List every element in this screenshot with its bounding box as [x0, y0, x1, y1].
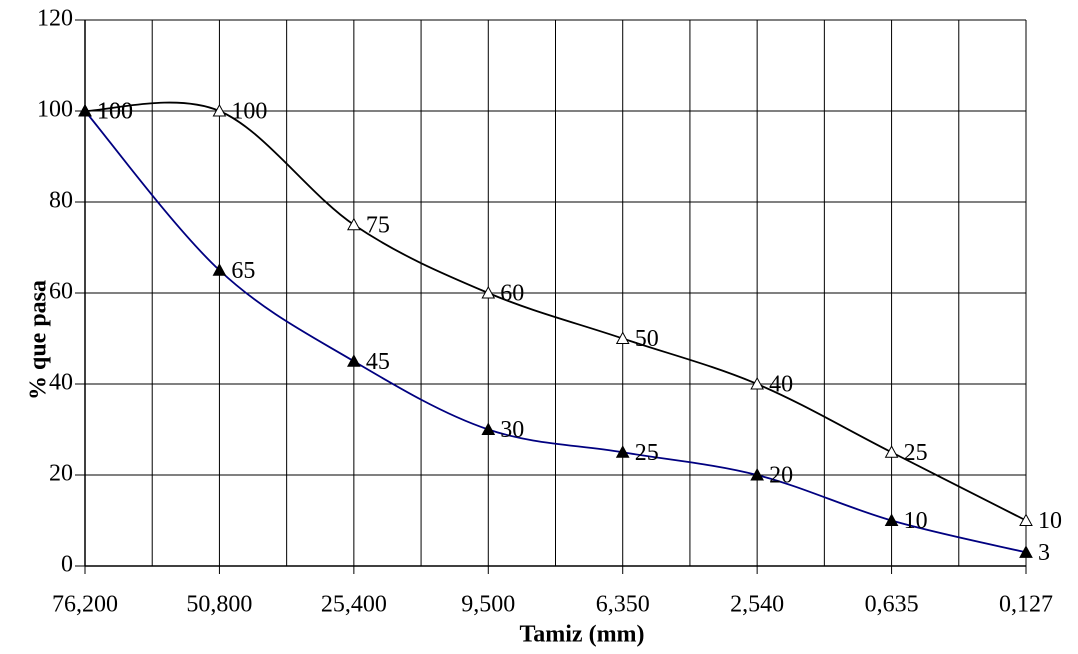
data-label: 65 [231, 258, 255, 284]
x-tick-label: 25,400 [321, 592, 387, 618]
x-axis-title: Tamiz (mm) [519, 622, 644, 648]
y-tick-label: 0 [61, 552, 73, 578]
marker [615, 331, 630, 344]
marker [481, 285, 496, 299]
data-label: 100 [231, 99, 267, 125]
y-tick-label: 100 [37, 97, 73, 123]
y-tick-label: 120 [37, 6, 73, 32]
data-label: 10 [1038, 508, 1062, 534]
x-tick-label: 9,500 [461, 592, 515, 618]
x-tick-label: 0,127 [999, 592, 1053, 618]
data-label: 60 [500, 281, 524, 307]
marker [212, 263, 227, 276]
data-label: 75 [366, 212, 390, 238]
marker [1019, 545, 1033, 558]
data-label: 30 [500, 417, 524, 443]
data-label: 20 [769, 463, 793, 489]
x-tick-label: 6,350 [596, 592, 650, 618]
y-tick-label: 20 [49, 461, 73, 487]
marker [347, 354, 361, 367]
data-label: 100 [97, 99, 133, 125]
data-label: 25 [635, 440, 659, 466]
x-tick-label: 50,800 [186, 592, 252, 618]
y-tick-label: 80 [49, 188, 73, 214]
marker [347, 217, 361, 231]
marker [1019, 513, 1033, 526]
marker [481, 422, 496, 435]
data-label: 100 [97, 99, 133, 125]
marker [884, 445, 899, 458]
y-tick-label: 40 [49, 370, 73, 396]
marker [78, 103, 92, 117]
series-line [84, 101, 1027, 522]
data-label: 45 [366, 349, 390, 375]
data-label: 40 [769, 372, 793, 398]
x-tick-label: 76,200 [52, 592, 118, 618]
marker [750, 376, 764, 390]
data-label: 50 [635, 326, 659, 352]
data-label: 10 [904, 508, 928, 534]
marker [615, 445, 630, 458]
x-tick-label: 2,540 [730, 592, 784, 618]
marker [750, 467, 764, 481]
x-tick-label: 0,635 [865, 592, 919, 618]
marker [212, 103, 227, 117]
data-label: 25 [904, 440, 928, 466]
data-label: 3 [1038, 540, 1050, 566]
y-tick-label: 60 [49, 279, 73, 305]
marker [884, 513, 899, 526]
y-axis-title: % que pasa [26, 280, 52, 400]
